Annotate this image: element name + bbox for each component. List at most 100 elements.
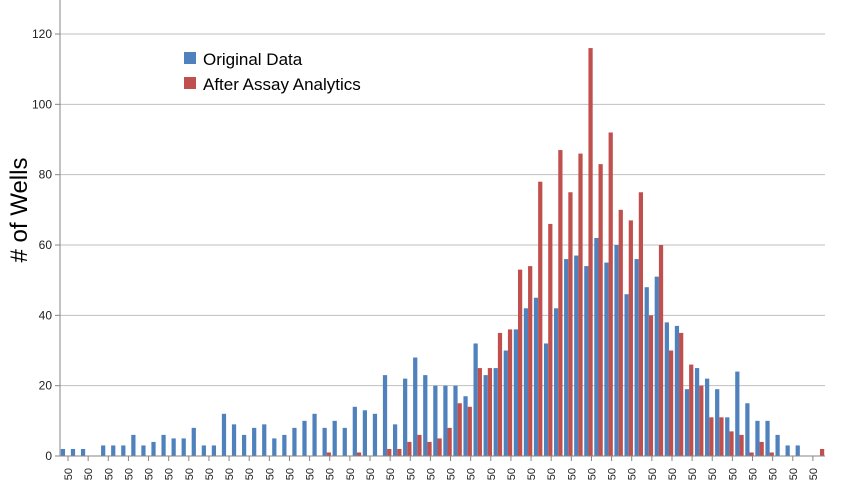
bar-after-assay-analytics — [628, 220, 633, 456]
bar-original-data — [694, 368, 700, 456]
y-tick-labels: 0 20 40 60 80 100 120 — [32, 27, 52, 463]
x-tick-label: 50 — [385, 468, 397, 480]
bar-original-data — [543, 343, 549, 456]
bar-original-data — [554, 308, 559, 456]
x-tick-label: 50 — [667, 468, 679, 480]
gridlines — [60, 33, 825, 387]
x-tick-label: 50 — [164, 468, 176, 480]
bar-original-data — [60, 448, 66, 456]
x-tick-label: 50 — [284, 468, 296, 480]
bar-original-data — [70, 448, 76, 456]
bar-original-data — [684, 389, 690, 456]
bar-original-data — [664, 322, 669, 456]
bar-after-assay-analytics — [739, 434, 744, 456]
bar-original-data — [755, 420, 760, 456]
bar-after-assay-analytics — [397, 448, 402, 456]
bar-after-assay-analytics — [507, 329, 513, 456]
axes — [55, 0, 825, 461]
y-tick-label: 80 — [39, 168, 53, 182]
x-tick-label: 50 — [63, 468, 75, 480]
x-tick-label: 50 — [808, 468, 820, 480]
bar-original-data — [322, 427, 327, 456]
x-tick-label: 50 — [546, 468, 558, 480]
bar-original-data — [614, 245, 619, 456]
bar-original-data — [121, 445, 126, 456]
x-tick-label: 50 — [768, 468, 780, 480]
bar-original-data — [141, 445, 146, 456]
x-tick-label: 50 — [586, 468, 598, 480]
bar-original-data — [282, 434, 287, 456]
legend: Original Data After Assay Analytics — [184, 50, 361, 94]
bar-original-data — [574, 255, 579, 456]
x-tick-label: 50 — [647, 468, 659, 480]
bar-original-data — [181, 438, 186, 456]
bar-after-assay-analytics — [819, 448, 825, 456]
bar-after-assay-analytics — [759, 441, 764, 456]
x-tick-label: 50 — [707, 468, 719, 480]
bar-original-data — [241, 434, 247, 456]
x-tick-label: 50 — [365, 468, 377, 480]
y-tick-label: 60 — [39, 238, 53, 252]
x-tick-label: 50 — [748, 468, 760, 480]
x-tick-label: 50 — [305, 468, 317, 480]
bar-after-assay-analytics — [326, 452, 331, 456]
x-tick-label: 50 — [727, 468, 739, 480]
x-tick-label: 50 — [83, 468, 95, 480]
bar-original-data — [302, 420, 307, 456]
bar-original-data — [221, 413, 227, 456]
y-tick-label: 40 — [39, 308, 53, 322]
bar-original-data — [231, 424, 237, 456]
bar-original-data — [584, 266, 589, 456]
bar-original-data — [151, 441, 156, 456]
x-tick-label: 50 — [224, 468, 236, 480]
bar-original-data — [352, 406, 357, 456]
bar-original-data — [403, 378, 408, 456]
bar-after-assay-analytics — [638, 192, 644, 456]
x-tick-label: 50 — [345, 468, 357, 480]
bar-original-data — [392, 424, 398, 456]
bars — [60, 48, 825, 457]
bar-original-data — [433, 385, 438, 456]
x-tick-label: 50 — [627, 468, 639, 480]
x-tick-label: 50 — [788, 468, 800, 480]
bar-original-data — [171, 438, 176, 456]
x-tick-label: 50 — [123, 468, 135, 480]
bar-after-assay-analytics — [528, 266, 533, 456]
y-tick-label: 100 — [32, 97, 52, 111]
bar-original-data — [493, 368, 498, 456]
bar-original-data — [201, 445, 206, 456]
bar-original-data — [372, 413, 378, 456]
bar-original-data — [715, 389, 720, 456]
bar-original-data — [211, 445, 217, 456]
bar-after-assay-analytics — [679, 332, 684, 456]
bar-after-assay-analytics — [477, 368, 482, 456]
legend-swatch-after — [184, 77, 196, 89]
bar-original-data — [453, 385, 458, 456]
bar-after-assay-analytics — [568, 192, 573, 456]
bar-after-assay-analytics — [407, 441, 412, 456]
bar-after-assay-analytics — [608, 132, 613, 456]
bar-after-assay-analytics — [467, 406, 472, 456]
x-tick-label: 50 — [687, 468, 699, 480]
x-tick-label: 50 — [144, 468, 156, 480]
x-tick-label: 50 — [325, 468, 337, 480]
bar-after-assay-analytics — [769, 452, 774, 456]
bar-after-assay-analytics — [437, 438, 442, 456]
legend-swatch-original — [184, 52, 196, 64]
bar-after-assay-analytics — [356, 452, 362, 456]
bar-after-assay-analytics — [538, 181, 543, 456]
bar-original-data — [503, 350, 508, 456]
x-tick-label: 50 — [506, 468, 518, 480]
bar-original-data — [725, 417, 730, 456]
bar-after-assay-analytics — [719, 417, 724, 456]
bar-after-assay-analytics — [548, 223, 553, 456]
bar-original-data — [101, 445, 106, 456]
x-tick-label: 50 — [405, 468, 417, 480]
bar-original-data — [674, 325, 680, 456]
bar-original-data — [382, 375, 388, 456]
x-tick-label: 50 — [466, 468, 478, 480]
x-tick-label: 50 — [204, 468, 216, 480]
bar-original-data — [262, 424, 267, 456]
